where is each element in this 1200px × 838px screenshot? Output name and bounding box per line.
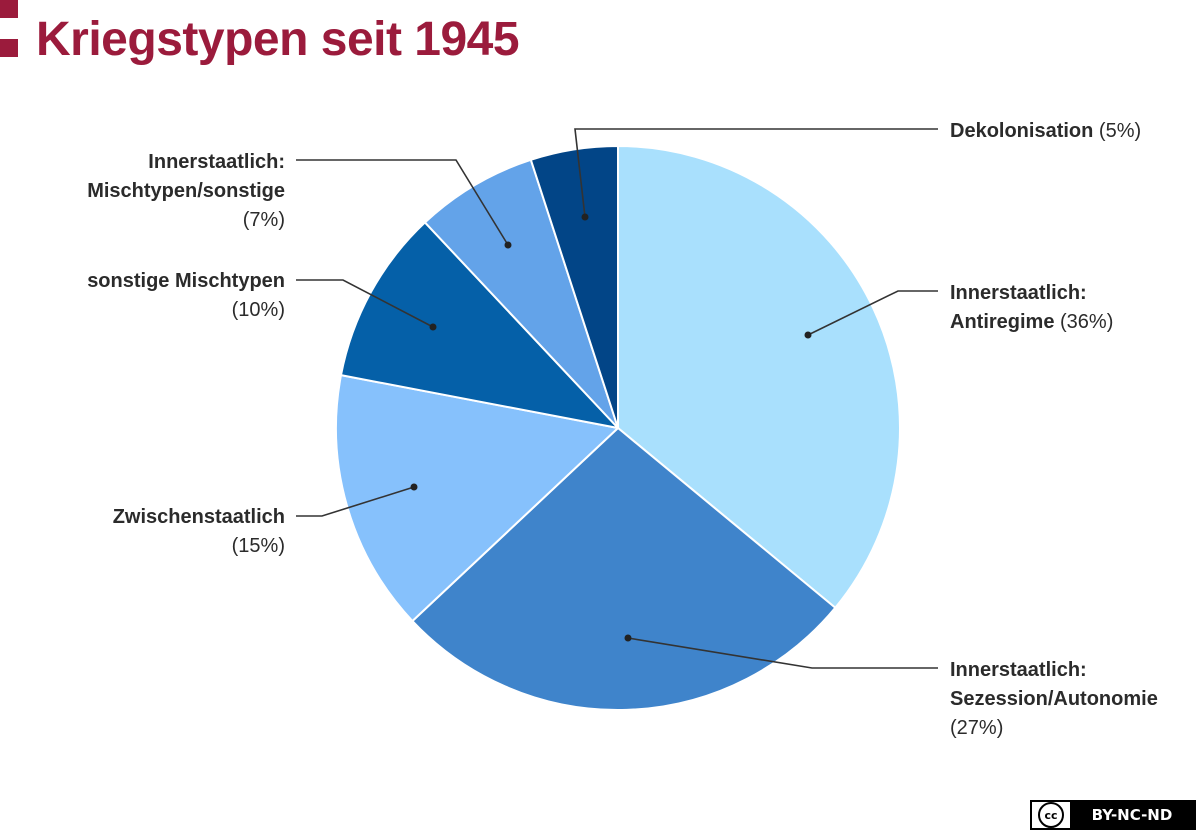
- leader-dot-3: [429, 323, 437, 331]
- leader-line-4: [296, 159, 509, 246]
- slice-value-label: (7%): [243, 209, 285, 231]
- slice-label-name: Sezession/Autonomie: [950, 688, 1158, 710]
- slice-label-5: Dekolonisation (5%): [950, 120, 1141, 142]
- slice-value-label: (15%): [232, 535, 285, 557]
- slice-label-0: Innerstaatlich: Antiregime (36%): [950, 282, 1113, 333]
- slice-label-1: Innerstaatlich: Sezession/Autonomie (27%): [950, 659, 1158, 739]
- slice-label-2: Zwischenstaatlich (15%): [113, 506, 285, 557]
- leader-line-3: [296, 279, 434, 328]
- leader-line-5: [574, 128, 938, 218]
- slice-value-label: (36%): [1054, 311, 1113, 333]
- slice-label-3: sonstige Mischtypen (10%): [87, 270, 285, 321]
- leader-line-1: [627, 637, 938, 669]
- slice-label-name: Innerstaatlich:: [950, 659, 1087, 681]
- slice-label-name: Antiregime: [950, 311, 1054, 333]
- license-badge: cc BY-NC-ND: [1030, 800, 1196, 830]
- slice-value-label: (10%): [232, 299, 285, 321]
- leader-dot-1: [624, 634, 632, 642]
- slice-label-4: Innerstaatlich: Mischtypen/sonstige (7%): [87, 151, 285, 231]
- title-accent-square-top: [0, 0, 18, 18]
- slice-label-name: Innerstaatlich:: [950, 282, 1087, 304]
- pie-slice-2: [335, 374, 619, 623]
- title-accent-square-bottom: [0, 39, 18, 57]
- slice-label-name: Innerstaatlich:: [148, 151, 285, 173]
- pie-slice-0: [617, 145, 901, 609]
- slice-label-name: Mischtypen/sonstige: [87, 180, 285, 202]
- leader-dot-4: [504, 241, 512, 249]
- slice-label-name: Dekolonisation: [950, 120, 1093, 142]
- pie-slice-4: [423, 158, 619, 429]
- slice-value-label: (5%): [1093, 120, 1141, 142]
- leader-line-2: [296, 486, 415, 517]
- leader-dot-2: [410, 483, 418, 491]
- pie-slice-3: [339, 221, 619, 429]
- slice-value-label: (27%): [950, 717, 1003, 739]
- chart-title: Kriegstypen seit 1945: [36, 13, 520, 66]
- slice-label-name: sonstige Mischtypen: [87, 270, 285, 292]
- pie-slice-5: [529, 145, 619, 429]
- leader-dot-0: [804, 331, 812, 339]
- slice-label-name: Zwischenstaatlich: [113, 506, 285, 528]
- leader-line-0: [807, 290, 938, 336]
- pie-slice-1: [411, 427, 837, 711]
- leader-dot-5: [581, 213, 589, 221]
- creative-commons-icon: cc: [1038, 802, 1064, 828]
- license-label: BY-NC-ND: [1070, 802, 1194, 828]
